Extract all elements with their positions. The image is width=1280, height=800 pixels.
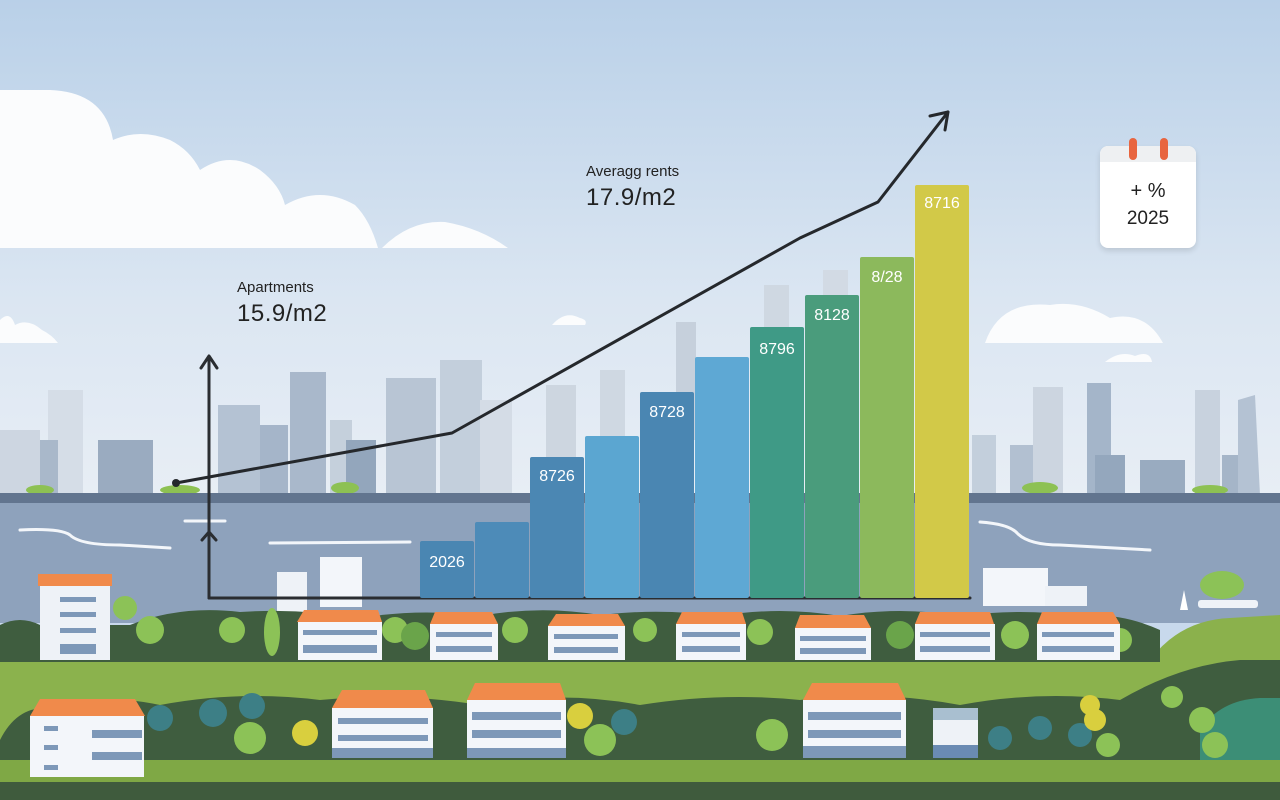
calendar-ring-left [1129, 138, 1137, 160]
bar-label-3: 8726 [539, 468, 575, 485]
average-rents-value: 17.9/m2 [586, 184, 677, 211]
calendar-ring-right [1160, 138, 1168, 160]
bar-5[interactable] [640, 392, 694, 598]
trend-arrow-icon [928, 110, 950, 132]
calendar-header [1100, 146, 1196, 162]
average-rents-label: Averagg rents [586, 163, 680, 180]
river-waves [18, 519, 1152, 552]
bar-label-1: 2026 [429, 554, 465, 571]
bar-3[interactable] [530, 457, 584, 598]
apartments-value: 15.9/m2 [237, 300, 328, 327]
bar-4[interactable] [585, 436, 639, 598]
bar-6[interactable] [695, 357, 749, 598]
bar-8[interactable] [805, 295, 859, 598]
cloud [0, 90, 1163, 362]
ground-front [0, 782, 1280, 800]
houses [30, 574, 1120, 777]
bar-label-9: 8/28 [871, 269, 903, 286]
calendar-year: 2025 [1126, 208, 1170, 229]
calendar-percent: + % [1130, 180, 1166, 202]
apartments-annotation: Apartments 15.9/m2 [237, 279, 327, 328]
bar-7[interactable] [750, 327, 804, 598]
trend-start-point [172, 479, 180, 487]
bar-label-8: 8128 [814, 307, 850, 324]
calendar-icon: + % 2025 [1100, 138, 1196, 248]
bars [420, 185, 969, 598]
bar-label-10: 8716 [924, 195, 960, 212]
bar-1[interactable] [420, 541, 474, 598]
trend-line [174, 110, 950, 485]
average-rents-annotation: Averagg rents 17.9/m2 [586, 163, 679, 212]
bar-label-7: 8796 [759, 341, 795, 358]
bar-label-5: 8728 [649, 404, 685, 421]
grass-front [0, 760, 1280, 782]
park-island [1180, 571, 1258, 610]
bar-10[interactable] [915, 185, 969, 598]
bar-9[interactable] [860, 257, 914, 598]
apartments-label: Apartments [237, 279, 314, 296]
bar-2[interactable] [475, 522, 529, 598]
